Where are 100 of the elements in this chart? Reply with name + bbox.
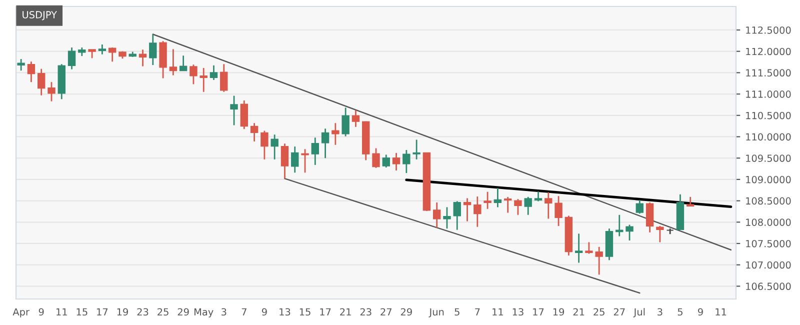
candlestick: [190, 64, 198, 85]
candlestick: [220, 63, 228, 93]
candlestick: [27, 60, 36, 83]
candlestick: [352, 110, 360, 128]
candlestick: [250, 122, 258, 142]
x-tick-label: May: [194, 308, 214, 318]
x-tick-label: 25: [158, 308, 168, 316]
candlestick: [17, 58, 25, 72]
x-tick-label: 27: [380, 308, 392, 316]
candlestick: [524, 196, 532, 216]
x-tick-label: Apr: [12, 308, 30, 318]
candlestick: [200, 67, 208, 93]
x-tick-label: 3: [222, 308, 226, 316]
y-tick-label: 108.5000: [746, 197, 791, 205]
candlestick: [504, 196, 512, 214]
candlestick: [230, 95, 238, 126]
candlestick: [453, 200, 461, 231]
candlestick: [412, 139, 420, 160]
x-tick-label: Jun: [428, 308, 444, 318]
x-tick-label: 15: [76, 308, 88, 316]
candlestick: [636, 199, 644, 214]
candlestick: [311, 136, 320, 166]
candlestick: [149, 34, 157, 66]
candlestick: [443, 206, 451, 230]
y-tick-label: 109.5000: [746, 154, 791, 162]
candlestick: [169, 48, 178, 76]
y-tick-label: 112.5000: [746, 26, 791, 34]
candlestick: [68, 46, 76, 70]
candlestick: [392, 152, 400, 172]
candlestick: [240, 100, 248, 130]
candlestick: [463, 198, 472, 222]
candlestick: [38, 68, 46, 96]
x-tick-label: 17: [320, 308, 331, 316]
candlestick: [554, 195, 562, 227]
candlestick: [280, 142, 289, 180]
candlestick: [382, 154, 390, 168]
candlestick: [534, 190, 542, 202]
candlestick: [494, 187, 502, 208]
y-tick-label: 108.0000: [746, 218, 791, 226]
x-tick-label: 7: [242, 308, 246, 316]
x-tick-label: 17: [533, 308, 544, 316]
candlestick: [432, 202, 441, 228]
candlestick: [260, 130, 268, 160]
x-tick-label: 23: [360, 308, 372, 316]
candlestick: [138, 48, 147, 67]
y-tick-label: 110.5000: [746, 112, 791, 120]
x-tick-label: 21: [573, 308, 584, 316]
x-tick-label: 3: [658, 308, 662, 316]
x-tick-label: 25: [594, 308, 604, 316]
candlestick: [646, 202, 654, 234]
candlestick: [342, 107, 350, 138]
candlestick: [332, 122, 340, 146]
x-tick-label: 5: [454, 308, 460, 316]
x-tick-label: 11: [492, 308, 503, 316]
candlestick: [656, 225, 664, 243]
candlestick: [484, 191, 492, 210]
x-tick-label: 19: [117, 308, 128, 316]
candlestick: [179, 54, 188, 72]
x-tick-label: 29: [400, 308, 412, 316]
candlestick: [585, 242, 593, 254]
x-tick-label: 13: [512, 308, 524, 316]
candlestick: [626, 224, 634, 242]
x-tick-label: 29: [178, 308, 189, 316]
x-tick-label: 9: [38, 308, 44, 316]
candlestick: [544, 192, 552, 220]
x-tick-label: 9: [262, 308, 267, 316]
y-tick-label: 111.5000: [746, 69, 791, 77]
y-tick-label: 109.0000: [746, 176, 791, 184]
x-tick-label: 11: [716, 308, 726, 316]
y-tick-label: 110.0000: [746, 133, 791, 141]
y-tick-label: 107.5000: [746, 240, 791, 248]
x-tick-label: 9: [698, 308, 703, 316]
y-tick-label: 111.0000: [746, 90, 791, 98]
candlestick: [514, 198, 522, 216]
candlestick: [291, 146, 299, 174]
y-tick-label: 107.0000: [746, 261, 791, 269]
candlestick: [574, 232, 583, 264]
x-tick-label: 17: [97, 308, 108, 316]
x-tick-label: 27: [614, 308, 625, 316]
x-tick-label: 19: [553, 308, 564, 316]
x-tick-label: 15: [300, 308, 310, 316]
candlestick: [616, 214, 624, 237]
candlestick: [321, 128, 330, 159]
candlestick: [48, 81, 56, 102]
chart-title: USDJPY: [22, 11, 58, 20]
x-tick-label: 23: [137, 308, 148, 316]
candlestick: [402, 149, 410, 174]
candlestick: [108, 46, 116, 62]
candlestick: [98, 44, 106, 56]
x-tick-label: 21: [340, 308, 351, 316]
x-tick-label: 11: [56, 308, 67, 316]
x-tick-label: 7: [475, 308, 480, 316]
candlestick: [474, 196, 482, 228]
y-tick-label: 106.5000: [746, 282, 791, 290]
candlestick: [210, 64, 218, 81]
x-tick-label: 5: [678, 308, 682, 316]
x-tick-label: Jul: [633, 308, 645, 318]
candlestick: [372, 148, 380, 169]
candlestick: [595, 246, 603, 276]
y-tick-label: 112.0000: [746, 48, 791, 56]
